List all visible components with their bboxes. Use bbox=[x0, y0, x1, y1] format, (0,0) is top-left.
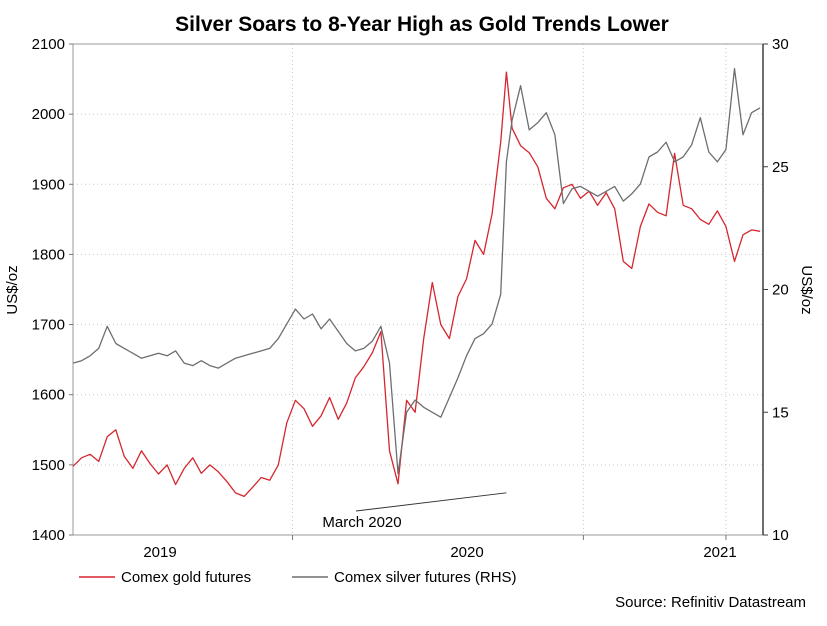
source-note: Source: Refinitiv Datastream bbox=[615, 594, 806, 611]
grid bbox=[73, 44, 763, 535]
plot-frame bbox=[72, 43, 764, 536]
axes: 1400 1500 1600 1700 1800 1900 2000 2100 10 15 20 25… bbox=[32, 36, 789, 561]
y-tick-label-left: 1800 bbox=[32, 246, 65, 263]
series-line-gold bbox=[72, 71, 761, 498]
legend-label-silver: Comex silver futures (RHS) bbox=[334, 569, 517, 586]
x-tick-label: 2021 bbox=[703, 544, 736, 561]
y-tick-label-right: 20 bbox=[772, 282, 789, 299]
y-tick-label-left: 1700 bbox=[32, 317, 65, 334]
annotation: March 2020 bbox=[322, 492, 507, 531]
x-tick-label: 2020 bbox=[450, 544, 483, 561]
series bbox=[72, 67, 761, 498]
y-tick-label-right: 30 bbox=[772, 36, 789, 53]
y-tick-label-left: 1900 bbox=[32, 176, 65, 193]
annotation-pointer bbox=[355, 492, 507, 512]
y-tick-label-right: 10 bbox=[772, 527, 789, 544]
chart-title: Silver Soars to 8-Year High as Gold Tren… bbox=[175, 13, 669, 36]
y-tick-label-left: 2000 bbox=[32, 106, 65, 123]
y-tick-label-left: 1400 bbox=[32, 527, 65, 544]
x-tick-label: 2019 bbox=[143, 544, 176, 561]
y-tick-label-right: 15 bbox=[772, 404, 789, 421]
y-tick-label-left: 1500 bbox=[32, 457, 65, 474]
y-axis-label-left: US$/oz bbox=[4, 265, 21, 314]
legend: Comex gold futures Comex silver futures … bbox=[79, 569, 517, 586]
y-tick-label-right: 25 bbox=[772, 159, 789, 176]
y-axis-label-right: US$/oz bbox=[798, 265, 815, 314]
series-line-silver bbox=[72, 67, 761, 475]
legend-label-gold: Comex gold futures bbox=[121, 569, 251, 586]
annotation-label: March 2020 bbox=[322, 514, 401, 531]
y-tick-label-left: 2100 bbox=[32, 36, 65, 53]
y-tick-label-left: 1600 bbox=[32, 387, 65, 404]
